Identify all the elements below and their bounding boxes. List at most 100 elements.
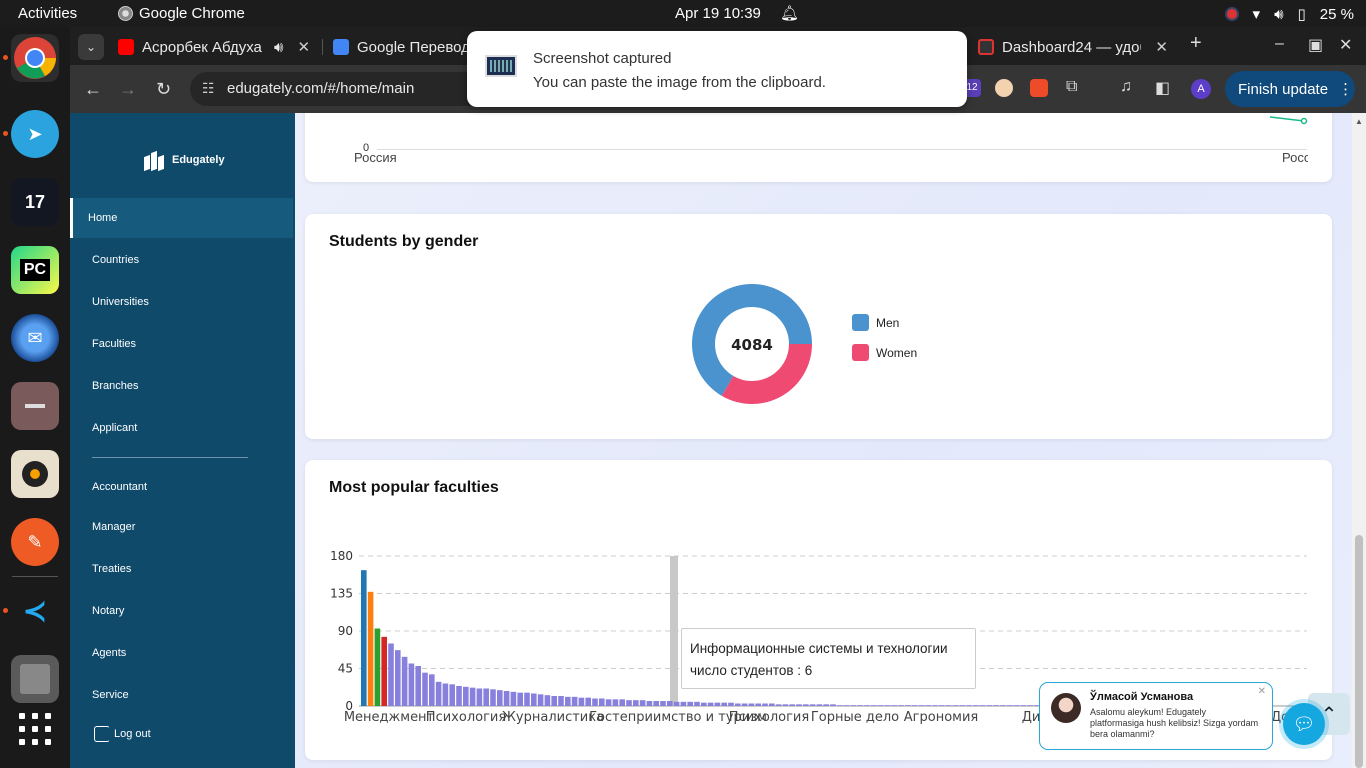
- donut-slice-men[interactable]: [692, 284, 812, 396]
- bar[interactable]: [633, 700, 639, 706]
- bar[interactable]: [673, 701, 680, 706]
- activities-button[interactable]: Activities: [18, 5, 78, 22]
- app-menu[interactable]: Google Chrome: [118, 5, 245, 22]
- bar[interactable]: [680, 701, 687, 706]
- bar[interactable]: [619, 699, 625, 706]
- bar[interactable]: [456, 686, 462, 706]
- bar[interactable]: [775, 704, 782, 706]
- bar[interactable]: [701, 702, 707, 706]
- bar[interactable]: [728, 702, 734, 706]
- bar[interactable]: [599, 698, 605, 707]
- chat-popup[interactable]: Ўлмасой Усманова Asalomu aleykum! Edugat…: [1039, 682, 1273, 750]
- sidebar-item-accountant[interactable]: Accountant: [70, 467, 293, 507]
- bar[interactable]: [667, 701, 673, 706]
- bar[interactable]: [449, 684, 455, 706]
- side-panel-icon[interactable]: ◧: [1155, 80, 1171, 97]
- bar[interactable]: [653, 701, 659, 706]
- bar[interactable]: [497, 690, 503, 706]
- bar[interactable]: [694, 701, 700, 706]
- scroll-up-arrow[interactable]: ▲: [1355, 117, 1363, 126]
- bar[interactable]: [551, 696, 557, 706]
- finish-update-button[interactable]: Finish update ⋮: [1225, 71, 1355, 107]
- bar[interactable]: [1007, 705, 1013, 706]
- bar[interactable]: [741, 703, 748, 707]
- bar[interactable]: [517, 692, 523, 706]
- tab-youtube[interactable]: Асрорбек Абдуха 🔊︎ ✕: [118, 33, 318, 61]
- bar[interactable]: [1020, 705, 1027, 706]
- dock-tradingview[interactable]: 17: [11, 178, 59, 226]
- bar[interactable]: [959, 705, 965, 706]
- brand[interactable]: Edugately: [144, 150, 225, 172]
- bar[interactable]: [925, 705, 931, 706]
- bar[interactable]: [932, 705, 938, 706]
- profile-avatar[interactable]: A: [1191, 79, 1211, 99]
- tab-google-translate[interactable]: Google Перевод: [333, 33, 473, 61]
- close-window-button[interactable]: ✕: [1339, 37, 1353, 54]
- sidebar-item-branches[interactable]: Branches: [70, 366, 293, 406]
- bar[interactable]: [952, 705, 959, 706]
- bar[interactable]: [646, 701, 653, 706]
- bar[interactable]: [578, 697, 585, 706]
- reload-button[interactable]: ↻: [156, 79, 172, 99]
- sidebar-item-manager[interactable]: Manager: [70, 507, 293, 547]
- chat-open-button[interactable]: 💬︎: [1283, 703, 1325, 745]
- bar[interactable]: [837, 705, 843, 706]
- site-info-icon[interactable]: ☷: [202, 80, 215, 96]
- bar[interactable]: [660, 701, 666, 706]
- bar[interactable]: [531, 693, 537, 707]
- bar[interactable]: [762, 703, 768, 707]
- record-extension-icon[interactable]: [1030, 79, 1048, 97]
- bar[interactable]: [612, 699, 619, 706]
- bar[interactable]: [463, 686, 469, 706]
- dock-disks[interactable]: [11, 655, 59, 703]
- bar[interactable]: [476, 688, 483, 707]
- bar[interactable]: [796, 704, 802, 706]
- bar[interactable]: [707, 702, 714, 706]
- bar[interactable]: [605, 699, 612, 706]
- bar[interactable]: [769, 703, 775, 707]
- sidebar-item-faculties[interactable]: Faculties: [70, 324, 293, 364]
- bar[interactable]: [789, 704, 795, 706]
- bar[interactable]: [639, 700, 646, 706]
- scrollbar-thumb[interactable]: [1355, 535, 1363, 768]
- bar[interactable]: [782, 704, 789, 706]
- puzzle-icon[interactable]: ⧉: [1066, 78, 1078, 95]
- bar[interactable]: [891, 705, 897, 706]
- bar[interactable]: [809, 704, 816, 706]
- show-apps-icon[interactable]: [19, 713, 51, 745]
- bar[interactable]: [830, 704, 836, 706]
- donut-slice-women[interactable]: [721, 344, 812, 404]
- bar[interactable]: [905, 705, 911, 706]
- dock-chrome[interactable]: [3, 34, 59, 82]
- sidebar-item-home[interactable]: Home: [70, 198, 293, 238]
- bar[interactable]: [823, 704, 829, 706]
- bar[interactable]: [877, 705, 884, 706]
- dock-telegram[interactable]: ➤: [3, 110, 59, 158]
- tab-search-button[interactable]: ⌄: [78, 34, 104, 60]
- dock-files[interactable]: [11, 382, 59, 430]
- dock-thunderbird[interactable]: ✉: [11, 314, 59, 362]
- bar[interactable]: [408, 663, 415, 707]
- bar[interactable]: [585, 697, 591, 706]
- bar[interactable]: [374, 628, 381, 707]
- bar[interactable]: [721, 702, 727, 706]
- bar[interactable]: [571, 696, 578, 706]
- bar[interactable]: [469, 687, 476, 706]
- legend-women[interactable]: Women: [852, 344, 917, 361]
- bar[interactable]: [1013, 705, 1020, 706]
- dock-vscode[interactable]: ≺: [3, 587, 59, 635]
- sidebar-item-treaties[interactable]: Treaties: [70, 549, 293, 589]
- sidebar-item-applicant[interactable]: Applicant: [70, 408, 293, 448]
- new-tab-button[interactable]: +: [1190, 32, 1202, 54]
- bar[interactable]: [973, 705, 979, 706]
- bar[interactable]: [850, 705, 857, 706]
- sidebar-item-agents[interactable]: Agents: [70, 633, 293, 673]
- bar[interactable]: [592, 698, 598, 707]
- sidebar-item-universities[interactable]: Universities: [70, 282, 293, 322]
- forward-button[interactable]: →: [119, 79, 137, 99]
- bar[interactable]: [816, 704, 823, 706]
- bar[interactable]: [843, 705, 850, 706]
- bar[interactable]: [415, 666, 421, 706]
- back-button[interactable]: ←: [84, 79, 102, 99]
- bar[interactable]: [1027, 705, 1033, 706]
